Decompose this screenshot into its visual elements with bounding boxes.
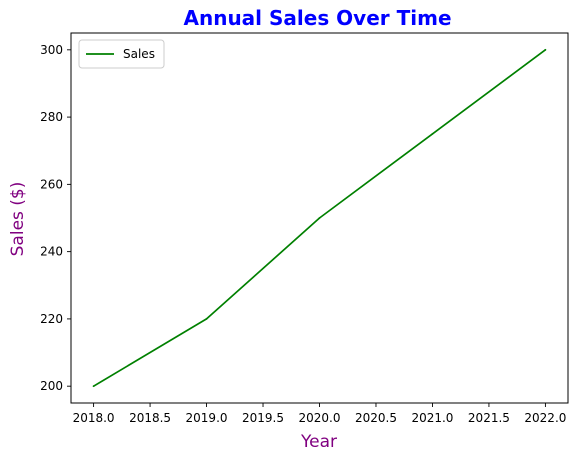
x-axis-label: Year: [300, 432, 337, 452]
data-point: [544, 48, 547, 51]
x-tick-label: 2021.0: [411, 411, 453, 425]
series-group: [92, 48, 547, 388]
y-tick-label: 280: [40, 110, 63, 124]
y-axis-label: Sales ($): [8, 182, 28, 257]
data-point: [92, 385, 95, 388]
data-point: [318, 217, 321, 219]
x-tick-label: 2019.0: [186, 411, 228, 425]
y-tick-label: 300: [40, 43, 63, 57]
x-axis-ticks: 2018.0 2018.5 2019.0 2019.5 2020.0 2020.5 2021…: [73, 403, 566, 425]
axes-frame: [70, 32, 569, 404]
legend-label-sales: Sales: [123, 47, 155, 61]
y-axis-ticks: 200 220 240 260 280 300: [40, 43, 71, 393]
x-tick-label: 2018.0: [73, 411, 115, 425]
plot-area: 2018.0 2018.5 2019.0 2019.5 2020.0 2020.5 2021…: [40, 32, 569, 425]
x-tick-label: 2021.5: [468, 411, 510, 425]
x-tick-label: 2022.0: [524, 411, 566, 425]
legend-box: [78, 39, 165, 69]
chart-title: Annual Sales Over Time: [183, 6, 451, 30]
y-tick-label: 220: [40, 312, 63, 326]
x-tick-label: 2020.0: [299, 411, 341, 425]
data-point: [205, 318, 208, 320]
x-tick-label: 2019.5: [242, 411, 284, 425]
y-tick-label: 200: [40, 379, 63, 393]
y-tick-label: 260: [40, 177, 63, 191]
legend: Sales: [78, 39, 165, 69]
y-tick-label: 240: [40, 245, 63, 259]
x-tick-label: 2018.5: [129, 411, 171, 425]
x-tick-label: 2020.5: [355, 411, 397, 425]
data-point: [431, 133, 434, 135]
